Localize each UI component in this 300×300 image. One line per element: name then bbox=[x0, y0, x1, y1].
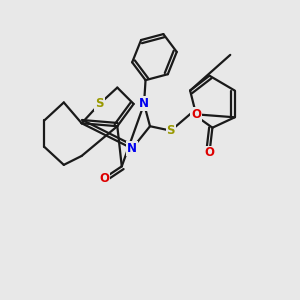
Text: S: S bbox=[95, 98, 104, 110]
Text: N: N bbox=[127, 142, 137, 155]
Text: O: O bbox=[204, 146, 214, 160]
Text: O: O bbox=[99, 172, 109, 185]
Text: N: N bbox=[139, 98, 149, 110]
Text: O: O bbox=[191, 108, 201, 121]
Text: S: S bbox=[167, 124, 175, 137]
